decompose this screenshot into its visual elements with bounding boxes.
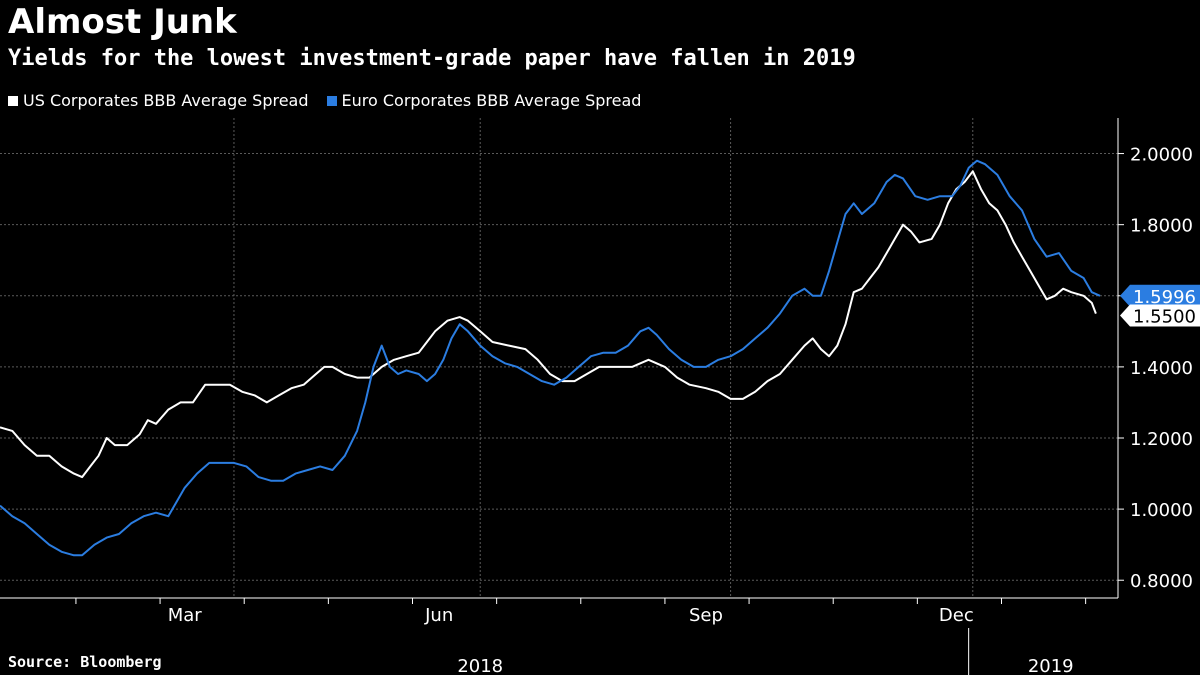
x-tick-label: Sep (689, 605, 723, 626)
legend: US Corporates BBB Average Spread Euro Co… (8, 91, 641, 110)
y-tick-label: 2.0000 (1130, 145, 1193, 166)
last-value-label: 1.5500 (1133, 307, 1196, 328)
source-note: Source: Bloomberg (8, 653, 162, 671)
last-value-flag-euro: 1.5996 (1120, 284, 1200, 308)
legend-swatch-euro (326, 95, 337, 106)
legend-label-euro: Euro Corporates BBB Average Spread (341, 91, 642, 110)
chart-title: Almost Junk (8, 2, 237, 42)
y-tick-label: 1.2000 (1130, 429, 1193, 450)
y-tick-label: 0.8000 (1130, 571, 1193, 592)
legend-swatch-us (8, 95, 18, 106)
legend-item-us: US Corporates BBB Average Spread (8, 91, 309, 110)
x-tick-label: Mar (168, 605, 203, 626)
y-tick-label: 1.4000 (1130, 358, 1193, 379)
series-line-euro (0, 159, 1101, 557)
legend-label-us: US Corporates BBB Average Spread (23, 91, 309, 110)
last-value-flag-bg (1120, 284, 1200, 307)
x-tick-label: Dec (939, 605, 974, 626)
chart-subtitle: Yields for the lowest investment-grade p… (8, 46, 856, 71)
last-value-flag-bg (1120, 304, 1200, 327)
legend-item-euro: Euro Corporates BBB Average Spread (326, 91, 642, 110)
last-value-label: 1.5996 (1133, 287, 1196, 308)
x-tick-label: Jun (424, 605, 453, 626)
y-tick-label: 1.8000 (1130, 216, 1193, 237)
series-line-us (0, 170, 1097, 479)
x-year-label: 2019 (1028, 656, 1074, 675)
x-year-label: 2018 (457, 656, 503, 675)
last-value-flag-us: 1.5500 (1120, 304, 1200, 328)
y-tick-label: 1.0000 (1130, 500, 1193, 521)
